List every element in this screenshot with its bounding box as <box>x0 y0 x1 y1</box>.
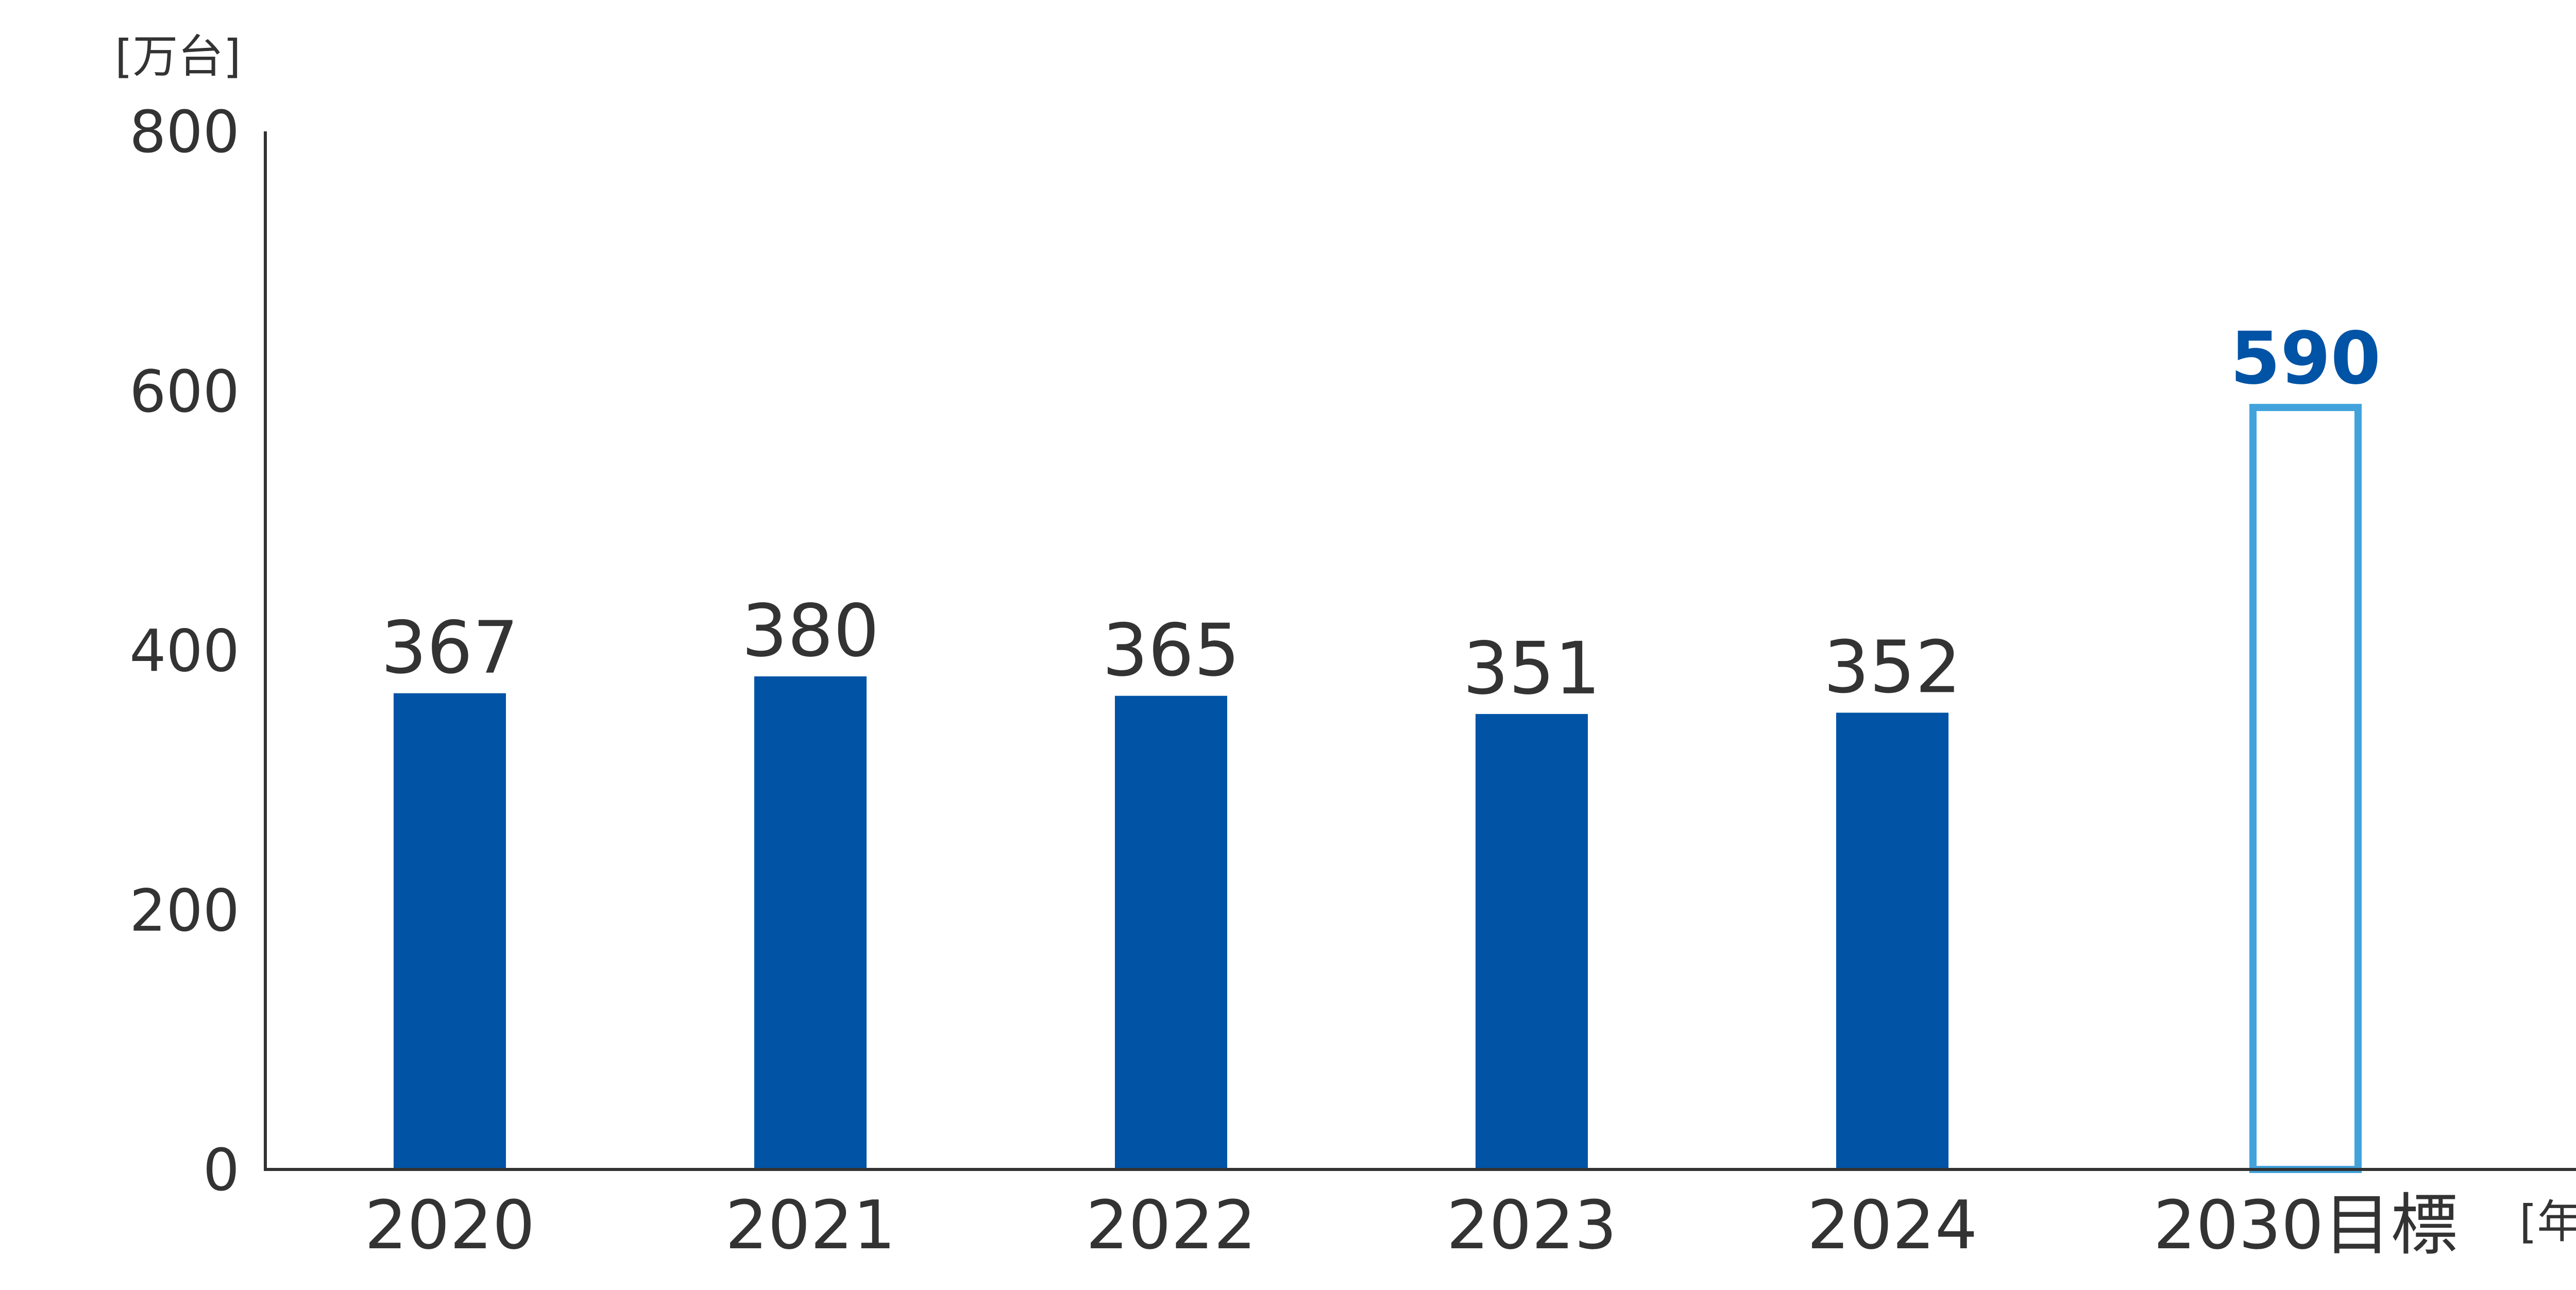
y-tick-label: 600 <box>129 359 240 426</box>
y-tick-label: 800 <box>129 99 240 166</box>
y-tick-label: 400 <box>129 618 240 685</box>
bar <box>1476 714 1588 1169</box>
bar-value-label: 367 <box>381 606 518 690</box>
x-tick-label: 2024 <box>1807 1186 1978 1264</box>
x-axis-ticks: 2020 2021 2022 2023 2024 2030目標 <box>365 1186 2458 1264</box>
bar-value-label: 351 <box>1463 627 1600 711</box>
y-tick-label: 200 <box>129 877 240 944</box>
x-tick-label: 2020 <box>365 1186 535 1264</box>
bar-value-label: 365 <box>1102 609 1240 693</box>
y-axis-unit-label: [万台] <box>115 30 241 83</box>
bar <box>394 693 506 1169</box>
x-tick-label: 2030目標 <box>2154 1186 2458 1264</box>
y-tick-label: 0 <box>203 1137 240 1204</box>
bars <box>394 403 2362 1173</box>
bar-value-label: 380 <box>741 589 879 673</box>
x-tick-label: 2022 <box>1086 1186 1257 1264</box>
bar <box>1836 712 1948 1169</box>
bar-value-label: 352 <box>1823 625 1961 709</box>
bar <box>754 676 867 1169</box>
target-bar <box>2249 403 2362 1173</box>
x-axis-unit-label: [年度] <box>2519 1195 2576 1248</box>
value-labels: 367 380 365 351 352 590 <box>381 317 2381 711</box>
target-value-label: 590 <box>2230 317 2381 401</box>
y-axis-ticks: 0 200 400 600 800 <box>129 99 240 1204</box>
x-tick-label: 2021 <box>725 1186 896 1264</box>
x-tick-label: 2023 <box>1447 1186 1617 1264</box>
bar <box>1115 695 1227 1169</box>
